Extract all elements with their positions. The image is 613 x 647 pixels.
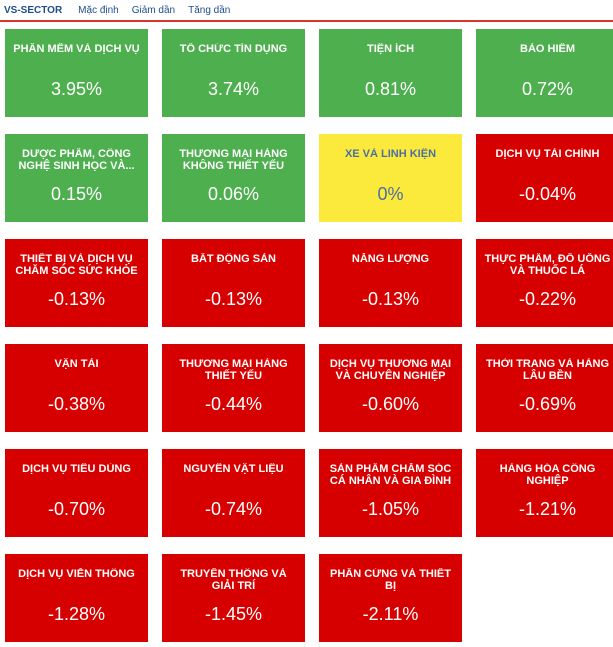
sector-name: Thời trang và hàng lâu bền — [485, 358, 610, 382]
sector-tile[interactable]: Sản phẩm chăm sóc cá nhân và gia đình -1.… — [319, 449, 462, 537]
sector-heatmap-grid: Phần mềm và dịch vụ 3.95% Tổ chức tín dụng… — [5, 29, 613, 642]
sector-name: Bất động sản — [191, 253, 276, 265]
sector-name: Truyền thông và giải trí — [180, 568, 287, 592]
sort-ascending-link[interactable]: Tăng dần — [188, 4, 231, 16]
sector-change: 0% — [377, 184, 404, 204]
sector-tile[interactable]: Thời trang và hàng lâu bền -0.69% — [476, 344, 613, 432]
sort-descending-link[interactable]: Giảm dần — [131, 4, 176, 16]
sector-name: Dịch vụ thương mại và chuyên nghiệp — [329, 358, 452, 382]
sector-name: Dược phẩm, công nghệ sinh học và... — [18, 148, 135, 172]
sector-tile[interactable]: Phần cứng và thiết bị -2.11% — [319, 554, 462, 642]
sector-change: -0.60% — [361, 394, 420, 414]
sector-name: Xe và linh kiện — [344, 148, 437, 160]
sector-name: Hàng hóa công nghiệp — [499, 463, 596, 487]
sector-change: -0.13% — [204, 289, 263, 309]
sector-tile[interactable]: Dịch vụ thương mại và chuyên nghiệp -0.60… — [319, 344, 462, 432]
sector-tile[interactable]: Tiện ích 0.81% — [319, 29, 462, 117]
sector-tile[interactable]: Dịch vụ tài chính -0.04% — [476, 134, 613, 222]
sector-change: -0.38% — [47, 394, 106, 414]
sector-name: Thực phẩm, đồ uống và thuốc lá — [484, 253, 611, 277]
sector-tile[interactable]: Truyền thông và giải trí -1.45% — [162, 554, 305, 642]
sector-change: 0.81% — [364, 79, 417, 99]
sector-name: Thiết bị và dịch vụ chăm sóc sức khỏe — [15, 253, 138, 277]
sector-name: Thương mại hàng không thiết yếu — [179, 148, 288, 172]
sector-tile[interactable]: Xe và linh kiện 0% — [319, 134, 462, 222]
sector-tile[interactable]: Dịch vụ tiêu dùng -0.70% — [5, 449, 148, 537]
sector-tile[interactable]: Thiết bị và dịch vụ chăm sóc sức khỏe -0.… — [5, 239, 148, 327]
toolbar: VS-SECTOR Mặc định Giảm dần Tăng dần — [0, 0, 613, 22]
sector-name: Phần cứng và thiết bị — [330, 568, 451, 592]
sector-tile[interactable]: Dược phẩm, công nghệ sinh học và... 0.15% — [5, 134, 148, 222]
sector-change: 0.06% — [207, 184, 260, 204]
sector-name: Năng lượng — [351, 253, 430, 265]
sector-name: Thương mại hàng thiết yếu — [179, 358, 288, 382]
sector-change: 3.95% — [50, 79, 103, 99]
sector-name: Nguyên vật liệu — [183, 463, 284, 475]
sector-change: -0.04% — [518, 184, 577, 204]
sector-tile[interactable]: Phần mềm và dịch vụ 3.95% — [5, 29, 148, 117]
sector-name: Dịch vụ tài chính — [495, 148, 600, 160]
sort-default-link[interactable]: Mặc định — [78, 4, 119, 16]
sector-name: Sản phẩm chăm sóc cá nhân và gia đình — [329, 463, 452, 487]
sector-change: 3.74% — [207, 79, 260, 99]
sector-name: Phần mềm và dịch vụ — [13, 43, 140, 55]
sector-tile[interactable]: Tổ chức tín dụng 3.74% — [162, 29, 305, 117]
sector-tile[interactable]: Bất động sản -0.13% — [162, 239, 305, 327]
sector-change: -1.21% — [518, 499, 577, 519]
sector-change: -2.11% — [362, 604, 419, 624]
sector-tile[interactable]: Thực phẩm, đồ uống và thuốc lá -0.22% — [476, 239, 613, 327]
sector-tile[interactable]: Dịch vụ viễn thông -1.28% — [5, 554, 148, 642]
sector-name: Tiện ích — [366, 43, 415, 55]
sector-name: Dịch vụ viễn thông — [18, 568, 135, 580]
sector-name: Dịch vụ tiêu dùng — [22, 463, 131, 475]
sector-tile[interactable]: Thương mại hàng không thiết yếu 0.06% — [162, 134, 305, 222]
sector-change: 0.72% — [521, 79, 574, 99]
brand-title: VS-SECTOR — [4, 4, 63, 16]
sector-name: Tổ chức tín dụng — [179, 43, 288, 55]
sector-change: -1.45% — [204, 604, 263, 624]
sector-tile[interactable]: Vận tải -0.38% — [5, 344, 148, 432]
sector-tile[interactable]: Năng lượng -0.13% — [319, 239, 462, 327]
sector-change: 0.15% — [50, 184, 103, 204]
sector-change: -0.13% — [47, 289, 106, 309]
sector-name: Vận tải — [54, 358, 99, 370]
sector-change: -0.44% — [204, 394, 263, 414]
sector-change: -0.69% — [518, 394, 577, 414]
sector-change: -0.13% — [361, 289, 420, 309]
sector-change: -1.28% — [47, 604, 106, 624]
sector-tile[interactable]: Nguyên vật liệu -0.74% — [162, 449, 305, 537]
sector-tile[interactable]: Thương mại hàng thiết yếu -0.44% — [162, 344, 305, 432]
sector-change: -0.70% — [47, 499, 106, 519]
sector-change: -1.05% — [361, 499, 420, 519]
sector-tile[interactable]: Bảo hiểm 0.72% — [476, 29, 613, 117]
sector-name: Bảo hiểm — [520, 43, 575, 55]
sector-change: -0.22% — [518, 289, 577, 309]
sector-tile[interactable]: Hàng hóa công nghiệp -1.21% — [476, 449, 613, 537]
sector-change: -0.74% — [204, 499, 263, 519]
